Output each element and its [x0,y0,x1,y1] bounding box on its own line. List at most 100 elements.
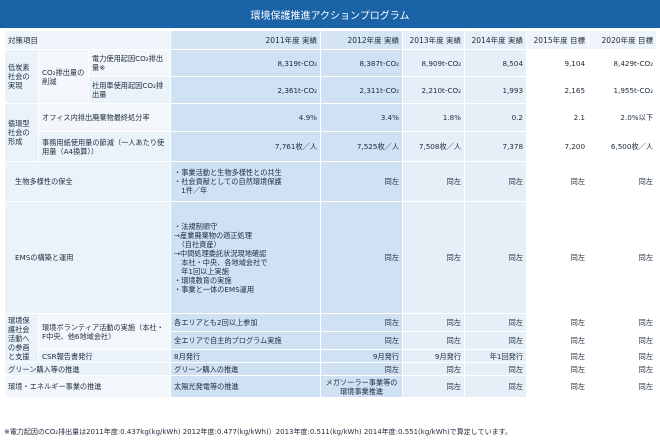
cell-value: 7,525枚／人 [320,131,404,162]
plan-line: 年1回以上実施 [174,266,229,276]
cell-value: 7,508枚／人 [402,131,466,162]
plan-line: ・社会貢献としての自然環境保護 [174,177,282,186]
cell-same: 同左 [526,349,590,363]
cell-same: 同左 [320,201,404,314]
cell-same: 同左 [320,313,404,332]
cell-same: 同左 [402,362,466,376]
cell-same: 同左 [588,375,658,398]
cell-value: 2.1 [526,103,590,132]
row-label-waste: オフィス内排出廃棄物最終処分率 [37,103,172,132]
cell-value: 3.4% [320,103,404,132]
cell-same: 同左 [588,161,658,202]
cell-same: 同左 [402,375,466,398]
cell-value: 7,378 [464,131,528,162]
cell-csr-2013: 9月発行 [402,349,466,363]
cell-value: 1,955t-CO₂ [588,76,658,104]
row-label-energy: 環境・エネルギー事業の推進 [3,375,172,398]
row-label-ems: EMSの構築と運用 [3,201,172,314]
cell-same: 同左 [464,362,528,376]
cell-same: 同左 [320,161,404,202]
cell-value: 2,311t-CO₂ [320,76,404,104]
cell-value: 8,909t-CO₂ [402,49,466,77]
header-row: 対策項目 2011年度 実績 2012年度 実績 2013年度 実績 2014年… [3,30,658,50]
plan-line: ・環境教育の実施 [174,275,232,285]
cell-same: 同左 [320,362,404,376]
cell-biodiversity-plan: ・事業活動と生物多様性との共生 ・社会貢献としての自然環境保護 1件／年 [170,161,322,202]
action-program-table: 対策項目 2011年度 実績 2012年度 実績 2013年度 実績 2014年… [3,30,658,398]
page-title: 環境保護推進アクションプログラム [0,0,660,28]
table-row: 環境保護社会活動への参画と支援 環境ボランティア活動の実施（本社・F中央、他6地… [4,313,658,363]
header-2020: 2020年度 目標 [588,30,658,50]
cell-same: 同左 [526,313,590,332]
cell-value: 2,361t-CO₂ [170,76,322,104]
cell-volunteer-plan-2: 全エリアで自主的プログラム実施 [170,331,322,350]
cell-value: 1,993 [464,76,528,104]
cell-same: 同左 [526,331,590,350]
cell-value: 2.0%以下 [588,103,658,132]
cell-same: 同左 [402,331,466,350]
header-2012: 2012年度 実績 [320,30,404,50]
footnote: ※電力起因のCO₂排出量は2011年度:0.437kg(kg/kWh) 2012… [4,428,512,436]
plan-line: →産業廃棄物の適正処理 [174,230,252,240]
cell-csr-2011: 8月発行 [170,349,322,363]
header-item: 対策項目 [3,30,172,50]
table-row: 生物多様性の保全 ・事業活動と生物多様性との共生 ・社会貢献としての自然環境保護… [3,161,658,202]
row-label-csr: CSR報告書発行 [37,349,172,363]
cell-same: 同左 [402,313,466,332]
cell-same: 同左 [588,362,658,376]
cell-green-2011: グリーン購入の推進 [170,362,322,376]
cell-value: 7,761枚／人 [170,131,322,162]
plan-line: →中間処理委託状況現地確認 [174,248,267,258]
table-row: CSR報告書発行 8月発行 9月発行 9月発行 年1回発行 同左 同左 [5,349,658,363]
cell-value: 8,387t-CO₂ [320,49,404,77]
cell-same: 同左 [464,313,528,332]
header-2014: 2014年度 実績 [464,30,528,50]
cell-value: 6,500枚／人 [588,131,658,162]
table-row: EMSの構築と運用 ・法規制順守 →産業廃棄物の適正処理 （自社資産） →中間処… [3,201,658,314]
cell-same: 同左 [526,362,590,376]
cell-value: 8,429t-CO₂ [588,49,658,77]
header-2015: 2015年度 目標 [526,30,590,50]
group-label-low-carbon: 低炭素社会の実現 [4,49,39,104]
row-label-biodiversity: 生物多様性の保全 [3,161,172,202]
header-2011: 2011年度 実績 [170,30,322,50]
cell-same: 同左 [464,375,528,398]
table-row: 事務用紙使用量の節減（一人あたり使用量（A4換算）） 7,761枚／人 7,52… [5,131,658,162]
plan-line: （自社資産） [174,239,221,249]
cell-value: 2,210t-CO₂ [402,76,466,104]
cell-value: 7,200 [526,131,590,162]
cell-same: 同左 [402,161,466,202]
cell-same: 同左 [588,331,658,350]
table-row: 社用車使用起因CO₂排出量 2,361t-CO₂ 2,311t-CO₂ 2,21… [5,76,658,104]
table-row: 循環型社会の形成 オフィス内排出廃棄物最終処分率 4.9% 3.4% 1.8% … [4,103,658,162]
cell-same: 同左 [464,161,528,202]
cell-energy-2011: 太陽光発電等の推進 [170,375,322,398]
cell-energy-2012: メガソーラー事業等の環境事業推進 [320,375,404,398]
cell-ems-plan: ・法規制順守 →産業廃棄物の適正処理 （自社資産） →中間処理委託状況現地確認 … [170,201,322,314]
cell-value: 4.9% [170,103,322,132]
cell-same: 同左 [526,375,590,398]
group-label-recycling: 循環型社会の形成 [4,103,39,162]
row-label-green: グリーン購入等の推進 [3,362,172,376]
header-2013: 2013年度 実績 [402,30,466,50]
cell-same: 同左 [588,201,658,314]
cell-same: 同左 [588,349,658,363]
plan-line: 本社・中央、各地域会社で [174,257,268,267]
table-row: グリーン購入等の推進 グリーン購入の推進 同左 同左 同左 同左 同左 [3,362,658,376]
cell-value: 0.2 [464,103,528,132]
cell-value: 1.8% [402,103,466,132]
cell-same: 同左 [464,201,528,314]
cell-same: 同左 [402,201,466,314]
row-label-co2: CO₂排出量の削減 [38,49,89,104]
plan-line: ・事業活動と生物多様性との共生 [174,168,282,177]
cell-value: 8,504 [464,49,528,77]
plan-line: 1件／年 [174,186,208,195]
cell-same: 同左 [320,331,404,350]
cell-value: 9,104 [526,49,590,77]
cell-same: 同左 [588,313,658,332]
table-row: 低炭素社会の実現 CO₂排出量の削減 電力使用起因CO₂排出量※ 8,319t-… [4,49,658,104]
cell-csr-2012: 9月発行 [320,349,404,363]
row-label-power-co2: 電力使用起因CO₂排出量※ [87,49,172,77]
plan-line: ・事業と一体のEMS運用 [174,284,255,294]
plan-line: ・法規制順守 [174,221,218,231]
